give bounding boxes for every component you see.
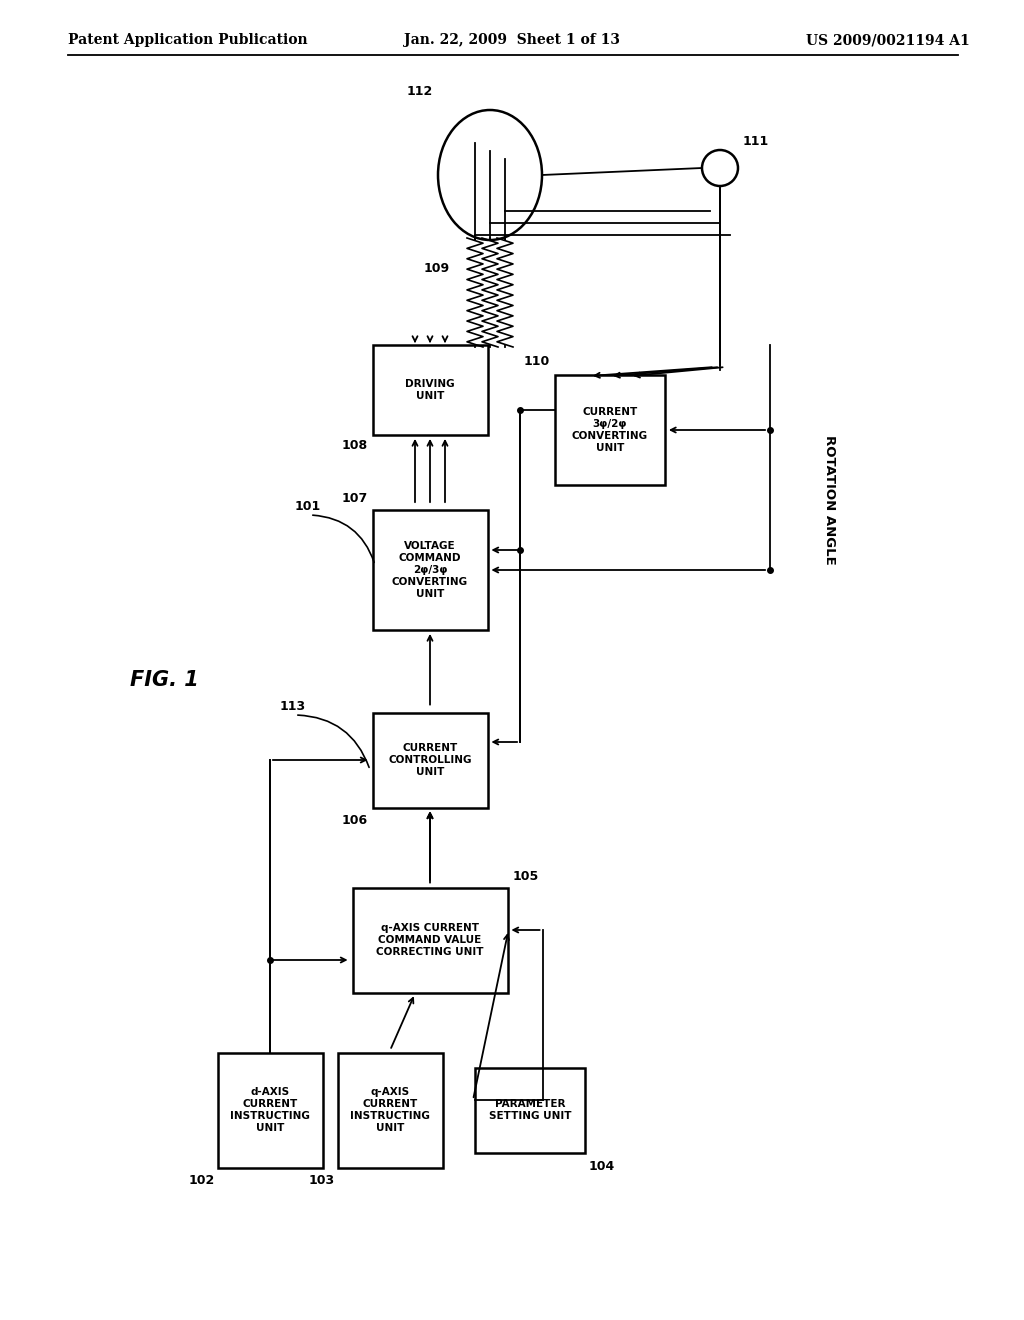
Text: 103: 103 — [308, 1173, 335, 1187]
FancyBboxPatch shape — [352, 887, 508, 993]
Text: q-AXIS CURRENT
COMMAND VALUE
CORRECTING UNIT: q-AXIS CURRENT COMMAND VALUE CORRECTING … — [376, 923, 483, 957]
Text: PARAMETER
SETTING UNIT: PARAMETER SETTING UNIT — [488, 1100, 571, 1121]
Text: 112: 112 — [407, 84, 433, 98]
Text: 105: 105 — [512, 870, 539, 883]
Text: US 2009/0021194 A1: US 2009/0021194 A1 — [806, 33, 970, 48]
Text: CURRENT
3φ/2φ
CONVERTING
UNIT: CURRENT 3φ/2φ CONVERTING UNIT — [572, 407, 648, 453]
Text: ROTATION ANGLE: ROTATION ANGLE — [823, 436, 837, 565]
Text: Patent Application Publication: Patent Application Publication — [68, 33, 307, 48]
Text: Jan. 22, 2009  Sheet 1 of 13: Jan. 22, 2009 Sheet 1 of 13 — [404, 33, 620, 48]
FancyBboxPatch shape — [217, 1052, 323, 1167]
FancyBboxPatch shape — [373, 345, 487, 436]
Circle shape — [702, 150, 738, 186]
FancyBboxPatch shape — [475, 1068, 585, 1152]
Text: 101: 101 — [295, 500, 322, 513]
Text: q-AXIS
CURRENT
INSTRUCTING
UNIT: q-AXIS CURRENT INSTRUCTING UNIT — [350, 1086, 430, 1133]
Text: VOLTAGE
COMMAND
2φ/3φ
CONVERTING
UNIT: VOLTAGE COMMAND 2φ/3φ CONVERTING UNIT — [392, 541, 468, 599]
Text: d-AXIS
CURRENT
INSTRUCTING
UNIT: d-AXIS CURRENT INSTRUCTING UNIT — [230, 1086, 310, 1133]
Text: 102: 102 — [188, 1173, 214, 1187]
Text: CURRENT
CONTROLLING
UNIT: CURRENT CONTROLLING UNIT — [388, 743, 472, 777]
FancyBboxPatch shape — [373, 510, 487, 630]
FancyBboxPatch shape — [338, 1052, 442, 1167]
Text: 108: 108 — [341, 440, 368, 451]
Text: DRIVING
UNIT: DRIVING UNIT — [406, 379, 455, 401]
Text: 106: 106 — [341, 813, 368, 826]
Text: 107: 107 — [341, 492, 368, 506]
Text: 109: 109 — [424, 263, 450, 276]
Text: 104: 104 — [589, 1160, 615, 1173]
Text: 111: 111 — [743, 135, 769, 148]
Text: 110: 110 — [523, 355, 550, 368]
Text: FIG. 1: FIG. 1 — [130, 671, 199, 690]
Text: 113: 113 — [280, 700, 306, 713]
FancyBboxPatch shape — [555, 375, 665, 484]
Ellipse shape — [438, 110, 542, 240]
FancyBboxPatch shape — [373, 713, 487, 808]
